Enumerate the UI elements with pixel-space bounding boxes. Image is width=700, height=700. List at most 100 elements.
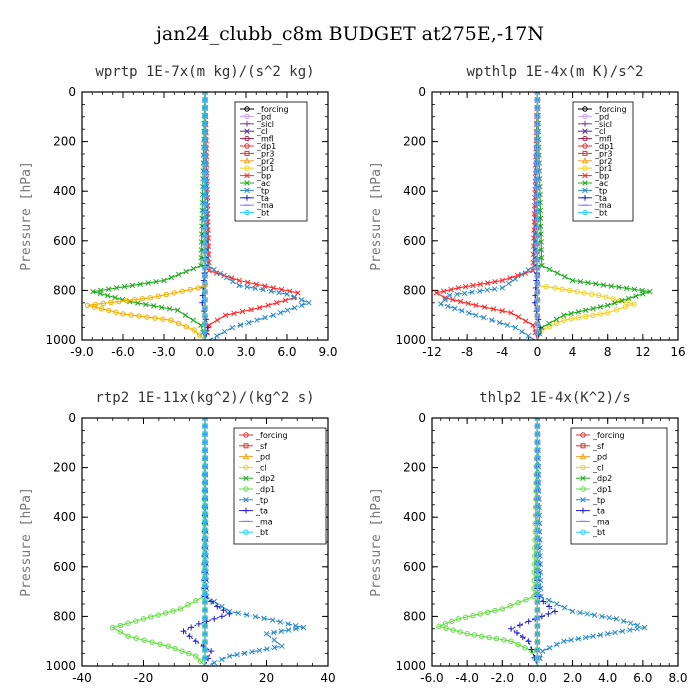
series-marker xyxy=(534,623,541,629)
series-marker xyxy=(276,289,282,296)
series-marker xyxy=(529,648,535,654)
series-marker xyxy=(277,619,284,625)
series-marker xyxy=(196,332,203,338)
legend-swatch-marker xyxy=(582,187,588,194)
series-marker xyxy=(252,285,258,292)
series-marker xyxy=(211,615,218,622)
y-tick-label: 400 xyxy=(53,510,76,524)
series-marker xyxy=(168,317,174,323)
series-marker xyxy=(477,611,484,617)
series-marker xyxy=(270,312,277,318)
x-tick-label: -3.0 xyxy=(152,345,175,359)
series-bp xyxy=(433,92,541,340)
series-marker xyxy=(552,608,558,615)
series-marker xyxy=(525,333,532,339)
y-tick-label: 600 xyxy=(403,560,426,574)
legend-label: _sf xyxy=(255,442,267,451)
legend-item: _forcing xyxy=(578,105,627,114)
series-marker xyxy=(105,286,112,292)
series-marker xyxy=(293,626,299,632)
series-marker xyxy=(236,277,242,284)
series-marker xyxy=(144,314,150,320)
legend-swatch-marker xyxy=(243,529,249,535)
x-tick-label: -4 xyxy=(496,345,508,359)
series-marker xyxy=(545,610,552,617)
series-marker xyxy=(597,304,604,310)
series-marker xyxy=(282,297,289,304)
series-marker xyxy=(155,612,161,618)
legend-item: _tp xyxy=(576,496,605,505)
series-marker xyxy=(534,321,541,327)
series-marker xyxy=(534,567,541,573)
x-tick-label: -12 xyxy=(422,345,442,359)
series-marker xyxy=(539,648,546,654)
series-marker xyxy=(202,463,208,469)
y-tick-label: 800 xyxy=(53,283,76,297)
legend-label: _pr3 xyxy=(594,149,612,158)
legend-item: _bt xyxy=(239,528,268,537)
series-marker xyxy=(534,535,541,541)
series-marker xyxy=(112,294,118,301)
series-marker xyxy=(486,634,492,641)
series-marker xyxy=(157,641,163,647)
legend-swatch-marker xyxy=(244,172,250,179)
legend-swatch-marker xyxy=(582,209,588,216)
series-marker xyxy=(214,333,220,339)
series-marker xyxy=(513,629,520,636)
series-marker xyxy=(211,659,217,666)
legend-label: _ta xyxy=(594,194,607,203)
series-marker xyxy=(197,658,204,664)
series-marker xyxy=(546,324,552,330)
x-tick-label: -2.0 xyxy=(491,671,514,685)
series-marker xyxy=(534,543,541,549)
series-marker xyxy=(221,328,228,335)
series-marker xyxy=(202,305,208,311)
series-marker xyxy=(133,635,139,641)
series-marker xyxy=(455,616,462,622)
series-marker xyxy=(597,311,604,317)
x-tick-label: -6.0 xyxy=(111,345,134,359)
legend-item: _pr2 xyxy=(240,157,274,166)
series-marker xyxy=(613,616,620,622)
series-marker xyxy=(522,318,529,324)
series-marker xyxy=(202,282,208,289)
series-marker xyxy=(202,137,208,143)
series-marker xyxy=(561,604,568,611)
series-marker xyxy=(202,313,208,319)
chart-panel-3: rtp2 1E-11x(kg^2)/(kg^2 s) Pressure [hPa]… xyxy=(19,390,336,685)
legend-item: _cl xyxy=(239,463,267,472)
series-line xyxy=(87,284,206,340)
series-marker xyxy=(534,273,541,279)
series-marker xyxy=(222,312,229,318)
series-marker xyxy=(271,637,277,643)
series-marker xyxy=(202,535,208,541)
series-marker xyxy=(153,278,159,285)
legend-label: _ta xyxy=(592,507,605,516)
series-marker xyxy=(168,274,175,281)
series-marker xyxy=(170,608,176,614)
series-marker xyxy=(462,614,469,620)
series-marker xyxy=(202,487,208,493)
legend-swatch-marker xyxy=(582,165,588,171)
series-marker xyxy=(534,329,541,335)
series-marker xyxy=(148,614,154,620)
legend-swatch-marker xyxy=(579,452,587,460)
legend-swatch-marker xyxy=(582,128,588,134)
y-tick-label: 800 xyxy=(403,609,426,623)
series-marker xyxy=(84,302,91,308)
series-marker xyxy=(534,455,541,461)
legend-item: _ma xyxy=(239,517,273,526)
series-marker xyxy=(160,316,166,322)
series-marker xyxy=(202,193,208,199)
legend-label: _ma xyxy=(592,517,610,526)
series-marker xyxy=(273,300,280,306)
panel-title: thlp2 1E-4x(K^2)/s xyxy=(479,390,631,406)
series-marker xyxy=(125,633,131,639)
series-marker xyxy=(633,293,639,299)
legend-item: _pr2 xyxy=(578,157,612,166)
legend-swatch-marker xyxy=(243,432,249,438)
series-marker xyxy=(113,285,120,291)
series-marker xyxy=(249,649,255,655)
series-marker xyxy=(540,598,547,605)
series-marker xyxy=(619,628,626,635)
